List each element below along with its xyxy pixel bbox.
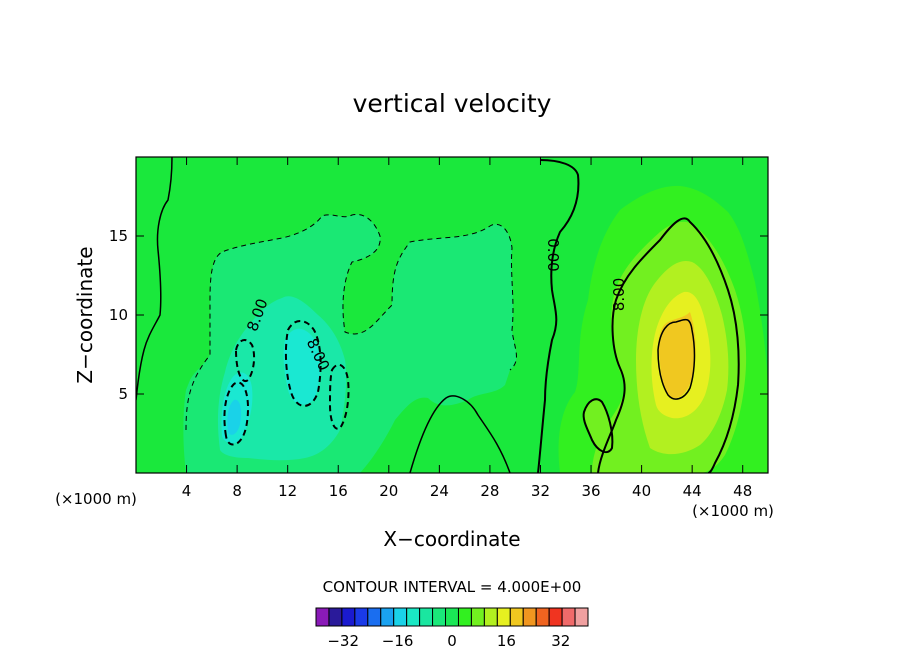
colorbar [315, 607, 589, 627]
contour-zero-bottom [409, 395, 511, 473]
x-tick-label: 40 [632, 482, 651, 500]
x-axis-ticks: 4 8 12 16 20 24 28 32 36 40 44 48 [182, 157, 752, 500]
contour-neg8-c [284, 320, 322, 407]
colorbar-swatch [548, 607, 563, 627]
colorbar-swatch [406, 607, 421, 627]
colorbar-swatch [574, 607, 589, 627]
x-tick-label: 12 [278, 482, 297, 500]
colorbar-tick-label: 16 [497, 632, 516, 650]
colorbar-swatch [496, 607, 511, 627]
x-tick-label: 16 [329, 482, 348, 500]
colorbar-swatch [315, 607, 330, 627]
colorbar-swatch [470, 607, 485, 627]
contour-zero-left [136, 157, 173, 401]
field-region-pos20 [658, 312, 696, 399]
colorbar-tick-label: −16 [382, 632, 414, 650]
y-axis-label: Z−coordinate [73, 246, 97, 383]
x-tick-label: 24 [430, 482, 449, 500]
colorbar-tick-label: 0 [447, 632, 457, 650]
contour-value-label: 0.00 [544, 238, 562, 271]
x-tick-label: 4 [182, 482, 192, 500]
x-unit-right: (×1000 m) [692, 502, 774, 520]
colorbar-swatch [457, 607, 472, 627]
chart-title: vertical velocity [353, 89, 552, 118]
contour-interval-label: CONTOUR INTERVAL = 4.000E+00 [323, 578, 582, 596]
colorbar-tick-labels: −32 −16 0 16 32 [327, 632, 570, 650]
plot-area [136, 157, 768, 473]
contour-value-label: 8.00 [610, 278, 628, 311]
x-unit-left: (×1000 m) [55, 490, 137, 508]
x-tick-label: 48 [733, 482, 752, 500]
colorbar-swatch [393, 607, 408, 627]
contour-zero-right [537, 159, 580, 473]
contour-neg8-a [234, 339, 256, 383]
y-tick-label: 15 [109, 227, 128, 245]
colorbar-swatch [509, 607, 524, 627]
field-region-neg12b [283, 328, 321, 405]
colorbar-swatch [354, 607, 369, 627]
field-region-neg8 [217, 296, 347, 461]
x-tick-label: 36 [581, 482, 600, 500]
y-axis-ticks: 5 10 15 [109, 227, 768, 403]
colorbar-swatch [341, 607, 356, 627]
contour-16-right [657, 318, 696, 400]
colorbar-tick-label: −32 [327, 632, 359, 650]
colorbar-swatch [561, 607, 576, 627]
colorbar-swatch [535, 607, 550, 627]
colorbar-swatch [445, 607, 459, 627]
field-region-pos4-lens [583, 399, 613, 453]
x-tick-label: 20 [379, 482, 398, 500]
contour-lens [582, 398, 614, 454]
y-tick-label: 5 [118, 385, 128, 403]
x-tick-label: 44 [683, 482, 702, 500]
y-tick-label: 10 [109, 306, 128, 324]
x-tick-label: 8 [232, 482, 242, 500]
colorbar-swatch [522, 607, 537, 627]
field-region-neg16 [227, 399, 242, 435]
colorbar-swatch [328, 607, 343, 627]
colorbar-swatch [380, 607, 395, 627]
colorbar-swatch [432, 607, 447, 627]
colorbar-swatch [483, 607, 498, 627]
colorbar-swatch [419, 607, 434, 627]
x-tick-label: 28 [480, 482, 499, 500]
colorbar-tick-label: 32 [551, 632, 570, 650]
contour-8-right [597, 217, 740, 473]
x-axis-label: X−coordinate [383, 527, 520, 551]
x-tick-label: 32 [531, 482, 550, 500]
colorbar-swatch [367, 607, 382, 627]
contour-neg8-b [223, 381, 250, 446]
